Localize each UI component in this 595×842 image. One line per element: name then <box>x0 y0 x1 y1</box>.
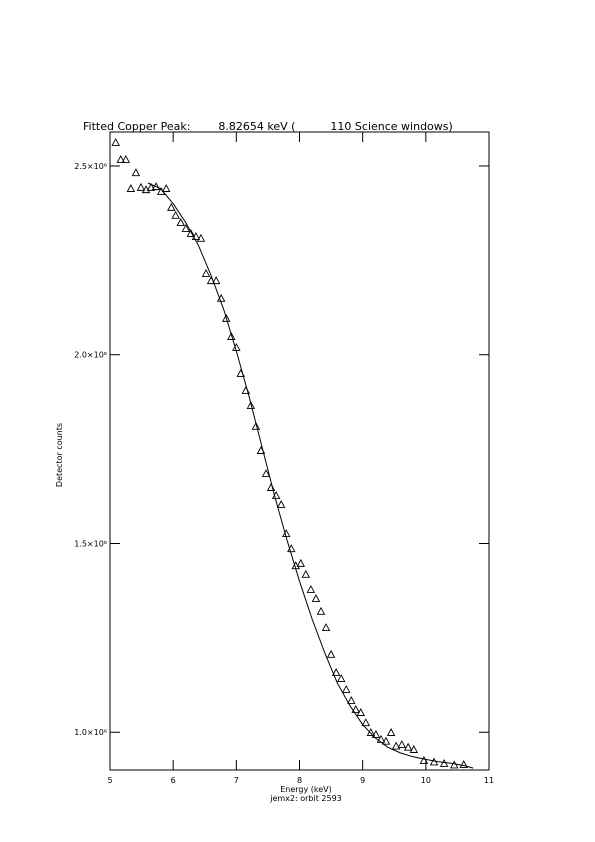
data-point <box>121 154 131 163</box>
plot-frame <box>109 131 490 771</box>
data-point <box>227 332 236 340</box>
data-point <box>196 233 206 242</box>
data-point <box>429 757 439 766</box>
data-point <box>216 293 226 302</box>
data-point <box>306 584 316 593</box>
subtitle: jemx2: orbit 2593 <box>269 794 342 803</box>
data-point <box>241 386 251 394</box>
y-tick-label: 1.0×10⁶ <box>74 728 107 737</box>
data-point <box>321 623 331 632</box>
x-tick-label: 8 <box>297 776 302 785</box>
data-point <box>206 276 216 285</box>
data-point <box>281 529 291 538</box>
data-point <box>316 606 326 615</box>
data-point <box>287 544 296 553</box>
data-point <box>171 210 180 219</box>
data-point <box>201 268 211 277</box>
x-tick-label: 9 <box>360 776 365 785</box>
data-point <box>176 218 186 226</box>
x-tick-label: 11 <box>484 776 494 785</box>
data-point <box>181 224 191 232</box>
data-point <box>111 137 120 146</box>
x-axis-label: Energy (keV) <box>280 785 332 794</box>
data-point <box>371 729 381 738</box>
data-point <box>211 276 221 285</box>
data-point <box>397 740 407 749</box>
x-tick-label: 10 <box>421 776 431 785</box>
data-point <box>161 184 171 192</box>
data-point <box>459 760 468 769</box>
data-point <box>236 369 246 377</box>
data-point <box>232 342 241 351</box>
y-tick-label: 2.5×10⁶ <box>74 162 107 171</box>
data-point <box>116 154 125 163</box>
data-point <box>146 182 156 191</box>
data-point <box>221 313 231 322</box>
data-point <box>439 759 449 767</box>
y-tick-label: 2.0×10⁶ <box>74 351 107 360</box>
data-point <box>366 728 376 736</box>
data-point <box>351 705 360 713</box>
data-point <box>347 695 356 704</box>
data-point <box>136 182 146 191</box>
data-point <box>251 421 261 430</box>
data-point <box>301 569 311 578</box>
data-point <box>391 741 401 750</box>
data-point <box>131 168 141 177</box>
fit-line <box>147 182 474 769</box>
data-point <box>376 734 386 743</box>
data-point <box>167 202 176 211</box>
data-point <box>271 490 281 499</box>
x-tick-label: 5 <box>107 776 112 785</box>
data-point <box>386 728 396 736</box>
data-point <box>186 228 196 237</box>
x-tick-label: 6 <box>171 776 176 785</box>
data-point <box>296 558 306 567</box>
y-axis-label: Detector counts <box>55 423 64 487</box>
data-point <box>419 755 429 764</box>
data-point <box>450 760 459 769</box>
data-point <box>336 674 346 682</box>
data-point <box>246 401 256 410</box>
data-point <box>341 685 351 693</box>
data-point <box>151 182 161 191</box>
y-tick-label: 1.5×10⁶ <box>74 539 107 548</box>
data-point <box>311 594 321 602</box>
data-point <box>326 649 336 658</box>
data-point <box>403 742 413 751</box>
data-point <box>261 469 271 477</box>
data-point <box>256 446 266 454</box>
x-tick-label: 7 <box>234 776 239 785</box>
data-point <box>126 184 136 192</box>
data-point <box>356 708 366 716</box>
data-point <box>409 745 419 753</box>
data-point <box>361 718 371 727</box>
data-point <box>331 668 341 676</box>
chart-title: Fitted Copper Peak: 8.82654 keV ( 110 Sc… <box>83 120 453 133</box>
data-point <box>276 500 286 508</box>
data-point <box>381 736 391 745</box>
data-point <box>266 483 276 491</box>
data-point <box>191 231 201 240</box>
